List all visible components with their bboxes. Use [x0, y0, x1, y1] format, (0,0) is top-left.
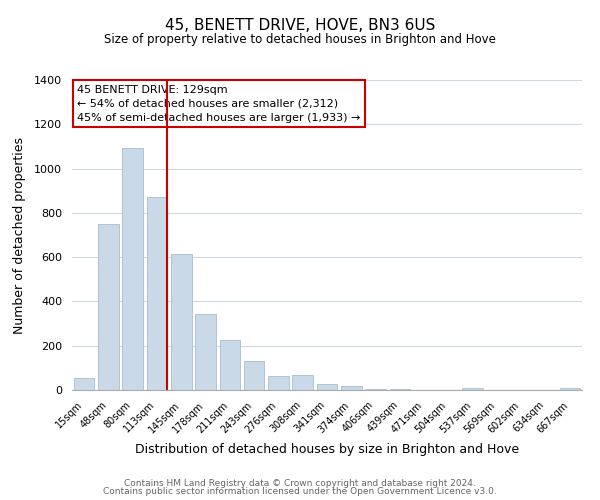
- Bar: [244, 361, 265, 390]
- Y-axis label: Number of detached properties: Number of detached properties: [13, 136, 26, 334]
- Text: 45 BENETT DRIVE: 129sqm
← 54% of detached houses are smaller (2,312)
45% of semi: 45 BENETT DRIVE: 129sqm ← 54% of detache…: [77, 84, 361, 122]
- Bar: [98, 224, 119, 390]
- Bar: [292, 374, 313, 390]
- Bar: [365, 389, 386, 390]
- Bar: [560, 388, 580, 390]
- Text: Size of property relative to detached houses in Brighton and Hove: Size of property relative to detached ho…: [104, 32, 496, 46]
- Bar: [74, 378, 94, 390]
- Text: Contains public sector information licensed under the Open Government Licence v3: Contains public sector information licen…: [103, 487, 497, 496]
- Bar: [146, 198, 167, 390]
- X-axis label: Distribution of detached houses by size in Brighton and Hove: Distribution of detached houses by size …: [135, 443, 519, 456]
- Bar: [122, 148, 143, 390]
- Bar: [171, 254, 191, 390]
- Bar: [268, 376, 289, 390]
- Bar: [220, 340, 240, 390]
- Bar: [341, 386, 362, 390]
- Bar: [463, 388, 483, 390]
- Text: 45, BENETT DRIVE, HOVE, BN3 6US: 45, BENETT DRIVE, HOVE, BN3 6US: [165, 18, 435, 32]
- Bar: [195, 314, 216, 390]
- Bar: [317, 384, 337, 390]
- Text: Contains HM Land Registry data © Crown copyright and database right 2024.: Contains HM Land Registry data © Crown c…: [124, 478, 476, 488]
- Bar: [389, 389, 410, 390]
